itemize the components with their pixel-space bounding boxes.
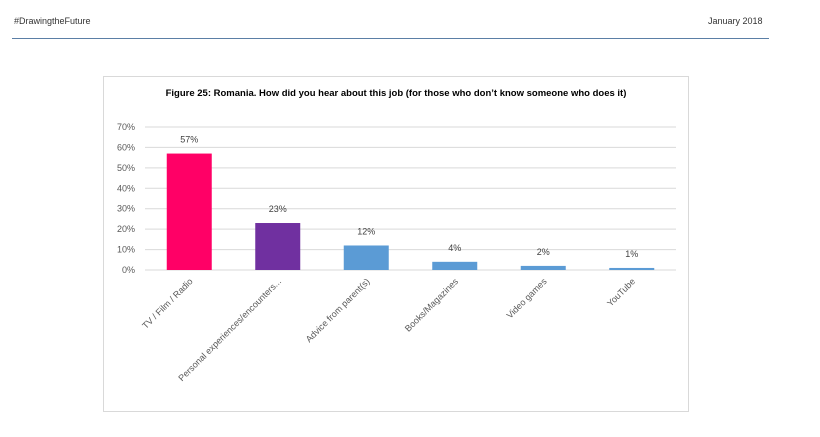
gridlines (145, 126, 676, 271)
bar (343, 245, 389, 270)
data-label: 2% (537, 247, 550, 257)
data-label: 1% (625, 249, 638, 259)
y-tick-label: 0% (122, 265, 135, 275)
y-tick-label: 40% (117, 183, 135, 193)
y-tick-label: 10% (117, 245, 135, 255)
data-label: 12% (357, 226, 375, 236)
chart-title: Figure 25: Romania. How did you hear abo… (165, 88, 627, 99)
bar (609, 267, 655, 270)
bar (166, 153, 212, 270)
data-label: 23% (269, 204, 287, 214)
y-tick-label: 70% (117, 122, 135, 132)
y-tick-label: 20% (117, 224, 135, 234)
data-labels: 57% 23% 12% 4% 2% 1% (180, 135, 638, 259)
x-tick-label: Personal experiences/encounters... (176, 276, 283, 383)
bars (166, 153, 655, 270)
x-tick-label: TV / Film / Radio (140, 276, 194, 330)
x-tick-label: YouTube (605, 276, 637, 308)
y-tick-label: 50% (117, 163, 135, 173)
y-tick-label: 30% (117, 204, 135, 214)
x-tick-label: Advice from parent(s) (304, 276, 372, 344)
data-label: 4% (448, 243, 461, 253)
x-tick-label: Books/Magazines (403, 276, 461, 334)
data-label: 57% (180, 135, 198, 145)
header-divider (12, 38, 769, 39)
x-tick-label: Video games (505, 276, 549, 320)
bar (520, 265, 566, 270)
bar (432, 261, 478, 270)
y-tick-label: 60% (117, 142, 135, 152)
header-tag: #DrawingtheFuture (14, 16, 91, 26)
header-date: January 2018 (708, 16, 763, 26)
chart-frame (103, 76, 689, 412)
y-axis-ticks: 0% 10% 20% 30% 40% 50% 60% 70% (117, 122, 135, 275)
bar (255, 223, 301, 270)
